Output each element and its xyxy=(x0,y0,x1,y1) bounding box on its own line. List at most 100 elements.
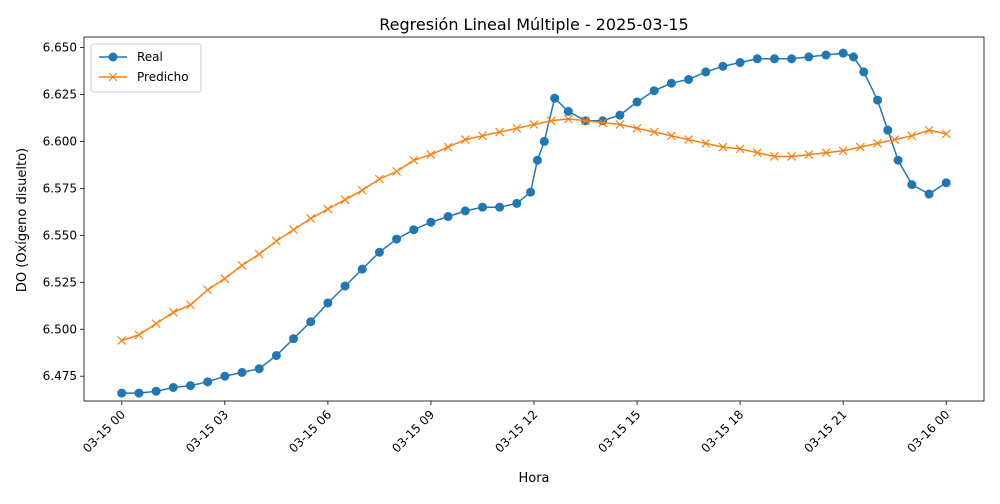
data-point-real xyxy=(306,317,316,327)
x-axis-label: Hora xyxy=(518,471,549,486)
data-point-real xyxy=(883,125,893,135)
x-tick-label: 03-15 12 xyxy=(492,407,540,455)
data-point-real xyxy=(392,234,402,244)
data-point-predicho xyxy=(563,114,573,124)
data-point-predicho xyxy=(924,125,934,135)
data-point-predicho xyxy=(168,307,178,317)
data-point-real xyxy=(941,178,951,188)
data-point-real xyxy=(924,189,934,199)
data-point-predicho xyxy=(666,131,676,141)
y-tick-label: 6.600 xyxy=(43,134,77,148)
y-tick-label: 6.575 xyxy=(43,181,77,195)
x-tick-label: 03-15 21 xyxy=(801,407,849,455)
data-point-predicho xyxy=(907,131,917,141)
legend: Real Predicho xyxy=(90,43,202,93)
data-point-predicho xyxy=(649,127,659,137)
data-point-real xyxy=(134,388,144,398)
data-point-predicho xyxy=(340,195,350,205)
data-point-real xyxy=(666,78,676,88)
data-point-real xyxy=(563,106,573,116)
data-point-predicho xyxy=(529,120,539,129)
data-point-predicho xyxy=(357,185,367,195)
data-point-real xyxy=(460,206,470,216)
data-point-real xyxy=(117,388,127,398)
data-point-predicho xyxy=(117,336,127,345)
data-point-real xyxy=(859,67,869,77)
data-point-real xyxy=(168,382,178,392)
data-point-real xyxy=(151,386,161,396)
data-point-predicho xyxy=(787,152,797,161)
data-point-real xyxy=(289,334,299,344)
data-point-predicho xyxy=(220,274,230,283)
data-point-real xyxy=(735,58,745,68)
data-point-real xyxy=(512,198,522,208)
y-tick-label: 6.500 xyxy=(43,322,77,336)
data-point-real xyxy=(873,95,883,105)
data-point-predicho xyxy=(151,319,161,329)
data-point-real xyxy=(787,54,797,64)
data-point-predicho xyxy=(460,135,470,144)
data-point-real xyxy=(203,377,213,387)
data-point-real xyxy=(615,110,625,120)
data-point-predicho xyxy=(632,123,642,133)
x-tick-label: 03-15 00 xyxy=(80,407,128,455)
data-point-predicho xyxy=(804,150,814,160)
x-tick-label: 03-16 00 xyxy=(905,407,953,455)
data-point-predicho xyxy=(186,300,195,310)
data-point-predicho xyxy=(254,249,264,259)
data-point-real xyxy=(357,264,367,274)
data-point-predicho xyxy=(392,167,402,176)
data-point-predicho xyxy=(770,152,779,161)
data-point-predicho xyxy=(598,118,608,128)
data-point-predicho xyxy=(306,214,316,223)
legend-box xyxy=(90,43,202,93)
data-point-predicho xyxy=(941,129,951,139)
data-point-real xyxy=(804,52,814,62)
data-point-predicho xyxy=(478,131,487,141)
data-point-predicho xyxy=(237,260,247,270)
data-point-real xyxy=(718,61,728,71)
data-point-predicho xyxy=(890,135,900,144)
data-point-real xyxy=(409,225,419,235)
y-tick-label: 6.550 xyxy=(43,228,77,242)
plot-frame xyxy=(83,36,985,402)
data-point-predicho xyxy=(374,174,384,184)
data-point-real xyxy=(752,54,762,64)
y-tick-label: 6.650 xyxy=(43,41,77,55)
data-point-real xyxy=(838,48,848,58)
data-point-predicho xyxy=(684,135,694,144)
data-point-real xyxy=(495,202,505,212)
legend-marker-real xyxy=(108,52,118,62)
data-point-real xyxy=(426,217,436,227)
data-point-predicho xyxy=(271,236,281,246)
data-point-real xyxy=(185,381,195,391)
data-point-real xyxy=(254,364,264,374)
data-point-predicho xyxy=(134,330,144,340)
x-tick-label: 03-15 18 xyxy=(698,407,746,455)
data-point-predicho xyxy=(443,142,453,152)
data-point-predicho xyxy=(752,148,762,158)
y-tick-label: 6.625 xyxy=(43,87,77,101)
x-tick-label: 03-15 15 xyxy=(595,407,643,455)
data-point-real xyxy=(532,155,542,165)
y-axis-label: DO (Oxígeno disuelto) xyxy=(15,148,30,292)
y-tick-label: 6.475 xyxy=(43,369,77,383)
data-point-real xyxy=(769,54,779,64)
legend-marker-predicho xyxy=(108,72,118,82)
data-point-predicho xyxy=(426,150,436,160)
x-tick-label: 03-15 03 xyxy=(183,407,231,455)
data-point-real xyxy=(237,367,247,377)
series-line-predicho xyxy=(121,118,947,342)
y-tick-label: 6.525 xyxy=(43,275,77,289)
data-point-real xyxy=(323,298,333,308)
data-point-real xyxy=(907,180,917,190)
data-point-predicho xyxy=(512,123,522,133)
legend-label-real: Real xyxy=(137,50,163,64)
data-point-predicho xyxy=(323,204,333,214)
data-point-predicho xyxy=(821,148,831,158)
data-point-predicho xyxy=(873,138,882,148)
data-point-predicho xyxy=(855,142,865,152)
data-point-predicho xyxy=(409,155,419,165)
legend-label-predicho: Predicho xyxy=(137,70,189,84)
